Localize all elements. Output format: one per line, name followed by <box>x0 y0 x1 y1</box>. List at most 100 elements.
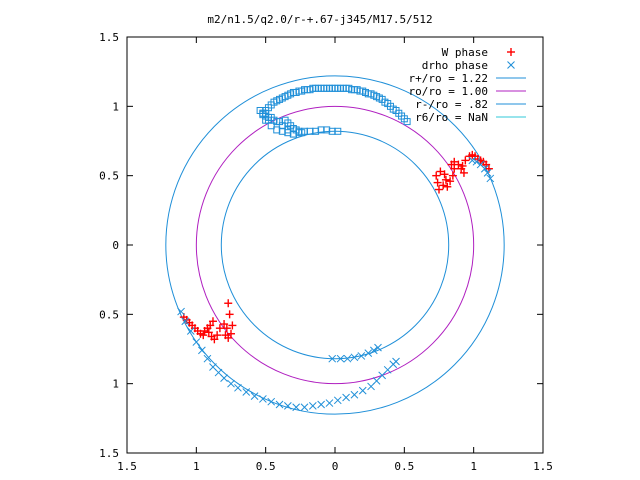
cross-point-b <box>369 346 378 355</box>
plus-point <box>225 310 234 319</box>
cross-point <box>198 346 206 355</box>
circle-2 <box>220 130 450 360</box>
cross-point-b <box>342 393 350 402</box>
cross-point-b <box>242 388 251 396</box>
cross-point <box>283 401 292 410</box>
cross-point-b <box>214 368 223 377</box>
cross-point <box>342 393 350 402</box>
plus-point <box>222 324 231 333</box>
cross-point <box>486 174 495 183</box>
plus-point <box>213 331 222 340</box>
cross-point <box>468 156 477 165</box>
x-tick-label: 1.5 <box>117 460 137 473</box>
cross-point <box>364 349 373 358</box>
cross-point-b <box>317 400 325 409</box>
plus-point <box>199 331 208 340</box>
cross-point <box>300 403 309 412</box>
plus-point <box>210 335 219 344</box>
cross-point-b <box>350 353 359 362</box>
plus-point <box>461 156 470 165</box>
x-tick-label: 0.5 <box>394 460 414 473</box>
cross-point-b <box>468 156 477 165</box>
cross-point <box>292 403 301 412</box>
cross-point-b <box>275 400 284 409</box>
cross-point <box>369 346 378 355</box>
y-tick-label: 0.5 <box>99 308 119 321</box>
cross-point-b <box>476 160 485 169</box>
legend-label: r6/ro = NaN <box>415 111 488 124</box>
y-tick-label: 1 <box>112 100 119 113</box>
cross-point-b <box>300 403 309 412</box>
cross-point-b <box>227 379 235 388</box>
plus-point <box>439 181 448 190</box>
square-point <box>403 118 411 126</box>
plus-point <box>204 328 213 337</box>
cross-point-b <box>292 403 301 412</box>
plus-point <box>206 321 215 330</box>
legend-label: r-/ro = .82 <box>415 98 488 111</box>
cross-point <box>177 307 185 316</box>
x-tick-label: 1.5 <box>533 460 553 473</box>
x-tick-label: 1 <box>470 460 477 473</box>
cross-point <box>358 386 367 395</box>
cross-point <box>476 160 485 169</box>
cross-point <box>259 395 267 403</box>
plus-point <box>432 171 441 180</box>
cross-point-b <box>392 357 400 366</box>
cross-point-b <box>234 383 242 392</box>
plus-point <box>450 164 459 173</box>
cross-point-b <box>350 390 359 399</box>
cross-point <box>333 396 342 405</box>
y-tick-label: 0.5 <box>99 170 119 183</box>
cross-point-b <box>357 352 366 360</box>
y-tick-label: 1.5 <box>99 31 119 44</box>
legend-swatch <box>507 48 515 56</box>
y-tick-label: 1 <box>112 378 119 391</box>
cross-point <box>203 354 212 363</box>
circle-0 <box>165 75 505 415</box>
y-tick-label: 0 <box>112 239 119 252</box>
plus-point <box>440 170 449 179</box>
legend-label: ro/ro = 1.00 <box>409 85 488 98</box>
cross-point-b <box>250 392 259 401</box>
plus-point <box>208 317 217 326</box>
cross-point <box>242 388 251 396</box>
plus-point <box>227 329 235 338</box>
cross-point <box>267 397 276 406</box>
cross-point-b <box>177 307 185 316</box>
cross-point <box>343 354 352 363</box>
cross-point-b <box>181 317 190 326</box>
cross-point-b <box>480 164 489 173</box>
plus-point <box>459 168 468 177</box>
cross-point-b <box>220 374 228 382</box>
cross-point-b <box>198 346 206 355</box>
cross-point <box>336 354 345 363</box>
cross-point <box>392 357 400 366</box>
cross-point <box>220 374 228 382</box>
cross-point-b <box>483 169 492 177</box>
legend-swatch-b <box>507 61 515 69</box>
plus-point <box>448 171 457 180</box>
cross-point <box>234 383 242 392</box>
cross-point <box>350 353 359 362</box>
cross-point-b <box>308 401 317 410</box>
legend-swatch <box>507 61 515 69</box>
cross-point <box>308 401 317 410</box>
series-1 <box>177 156 495 412</box>
legend-label: drho phase <box>422 59 488 72</box>
series-0 <box>179 150 493 344</box>
cross-point-b <box>259 395 267 403</box>
circle-1 <box>195 105 475 385</box>
cross-point-b <box>364 349 373 358</box>
plus-point <box>435 185 443 194</box>
cross-point-b <box>267 397 276 406</box>
cross-point <box>483 169 492 177</box>
cross-point <box>181 317 190 326</box>
cross-point <box>328 354 337 363</box>
legend-label: W phase <box>442 46 488 59</box>
cross-point-b <box>186 327 195 335</box>
legend-label: r+/ro = 1.22 <box>409 72 488 85</box>
plus-point <box>215 324 224 333</box>
cross-point-b <box>343 354 352 363</box>
